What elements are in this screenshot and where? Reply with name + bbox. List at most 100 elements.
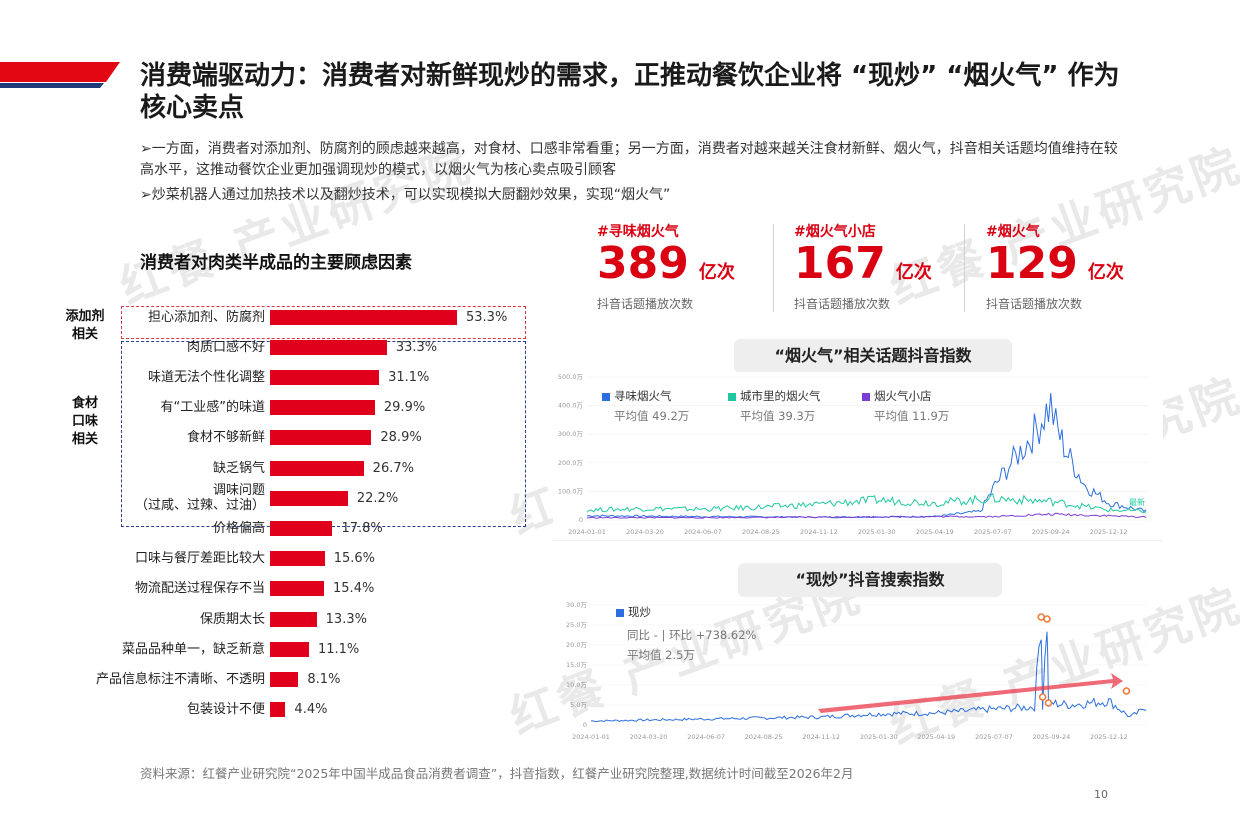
group-label-additive: 添加剂 相关 [65,309,105,342]
bar-category-label: 口味与餐厅差距比较大 [134,551,265,567]
bar-category-label: 食材不够新鲜 [186,430,265,446]
y-tick-label: 500.0万 [558,373,584,381]
peak-marker [1044,699,1053,707]
y-tick-label: 100.0万 [558,487,584,495]
bar [270,581,325,597]
bar-category-label: 价格偏高 [212,520,265,536]
bar-value-label: 15.6% [333,551,376,567]
bar-value-label: 15.4% [333,581,375,597]
x-tick-label: 2024-11-12 [802,733,840,741]
trend-chart-svg: 500.0万 400.0万 300.0万 200.0万 100.0万 0 2024-01-0… [558,373,1149,536]
bar [270,339,387,355]
bar [270,641,309,657]
bar-value-label: 17.8% [341,520,383,536]
series-line [586,492,1147,514]
x-tick-label: 2024-01-01 [568,528,606,536]
stat-sub: 抖音话题播放次数 [597,297,694,311]
x-tick-label: 2024-03-20 [630,733,668,741]
bar-category-label: 缺乏锅气 [212,460,265,476]
y-tick-label: 200.0万 [558,459,584,467]
bar [270,369,380,385]
y-tick-label: 25.0万 [566,621,587,629]
header-stripe [0,62,120,88]
x-tick-label: 2025-01-30 [858,528,896,536]
series-line [590,631,1147,723]
trend-arrow [818,673,1123,713]
legend-avg: 平均值 49.2万 [614,409,690,423]
search-avg: 平均值 2.5万 [627,648,695,662]
bar-value-label: 53.3% [466,309,508,325]
legend-item: 烟火气小店 [862,388,932,404]
bar-category-label: 菜品品种单一，缺乏新意 [121,641,265,657]
bar-category-label: 肉质口感不好 [186,339,265,355]
stat-unit: 亿次 [1087,262,1124,283]
legend-swatch [616,608,624,617]
x-tick-label: 2024-11-12 [800,528,838,536]
bar-category-label: 产品信息标注不清晰、不透明 [95,671,265,687]
additive-group-box [121,306,526,339]
x-tick-label: 2025-04-19 [916,528,954,536]
stat-sub: 抖音话题播放次数 [986,297,1083,311]
latest-label: 最新 [1129,497,1145,507]
y-tick-label: 0 [579,516,583,524]
bar-value-label: 26.7% [372,460,414,476]
bar-category-label: 保质期太长 [199,611,265,627]
source-note: 资料来源：红餐产业研究院“2025年中国半成品食品消费者调查”，抖音指数，红餐产… [140,766,854,781]
bar-value-label: 22.2% [356,490,399,506]
stat-tag: #烟火气小店 [794,224,876,240]
legend-swatch [862,392,870,401]
bar-category-label: 调味问题 （过咸、过辣、过油） [134,483,265,514]
y-tick-label: 20.0万 [566,641,587,649]
x-tick-label: 2025-09-24 [1032,733,1070,741]
y-tick-label: 400.0万 [558,402,584,410]
bar [270,460,364,476]
bar-category-label: 有“工业感”的味道 [160,400,265,416]
stat-unit: 亿次 [895,262,932,283]
stat-tag: #烟火气 [986,224,1040,240]
bar [270,671,299,687]
legend-item: 城市里的烟火气 [728,388,821,404]
stat-block: #烟火气小店 167 亿次 抖音话题播放次数 [794,221,964,312]
bar [270,309,457,325]
x-tick-label: 2024-06-07 [687,733,725,741]
legend-item: 现炒 [616,604,651,620]
stat-number: 389 [597,238,689,289]
bullet-1: ➢一方面，消费者对添加剂、防腐剂的顾虑越来越高，对食材、口感非常看重；另一方面，… [140,141,1118,178]
y-tick-label: 300.0万 [558,430,584,438]
bar-category-label: 担心添加剂、防腐剂 [147,309,265,325]
divider [964,224,965,312]
divider [773,224,774,312]
x-tick-label: 2025-12-12 [1090,733,1128,741]
y-tick-label: 30.0万 [566,601,587,609]
x-tick-label: 2025-07-07 [975,733,1013,741]
y-tick-label: 15.0万 [566,661,587,669]
stat-block: #寻味烟火气 389 亿次 抖音话题播放次数 [597,221,767,312]
x-tick-label: 2025-07-07 [974,528,1012,536]
bar [270,490,348,506]
legend-avg: 平均值 39.3万 [740,409,816,423]
peak-marker [1043,615,1051,623]
series-line [586,512,1147,519]
bar [270,702,286,718]
x-tick-label: 2024-03-20 [626,528,664,536]
page-title: 消费端驱动力：消费者对新鲜现炒的需求，正推动餐饮企业将 “现炒” “烟火气” 作… [140,61,1120,123]
x-tick-label: 2025-09-24 [1032,528,1070,536]
bar-value-label: 13.3% [325,611,367,627]
legend-swatch [602,392,610,401]
bar-value-label: 33.3% [395,339,438,355]
bar-category-label: 包装设计不便 [186,702,265,718]
bar-value-label: 8.1% [307,671,341,687]
bar-category-label: 物流配送过程保存不当 [134,581,265,597]
legend-swatch [728,392,736,401]
page-number: 10 [1094,788,1108,801]
stat-number: 129 [986,238,1078,289]
legend-item: 寻味烟火气 [602,388,672,404]
legend-avg: 平均值 11.9万 [874,409,950,423]
bar [270,430,372,446]
x-tick-label: 2024-08-25 [742,528,780,536]
y-tick-label: 0 [583,721,587,729]
bar [270,400,375,416]
bar-value-label: 4.4% [294,702,328,718]
bar-value-label: 28.9% [380,430,422,446]
bar [270,551,325,567]
